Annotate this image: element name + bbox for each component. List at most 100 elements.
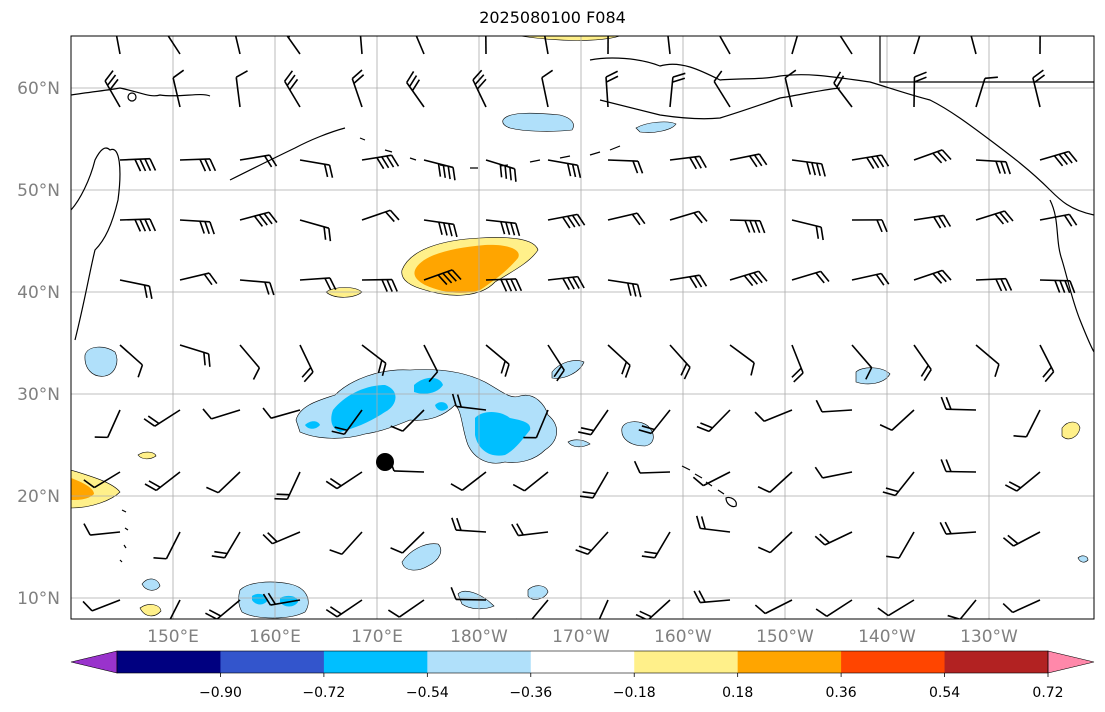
wind-barb <box>814 466 853 479</box>
wind-barb <box>695 515 731 533</box>
wind-barb <box>814 531 853 546</box>
wind-barb <box>451 517 487 533</box>
wind-barb <box>851 219 888 233</box>
negative-anomaly-north <box>502 112 574 132</box>
wind-barb <box>239 344 261 380</box>
colorbar-segment <box>323 651 428 673</box>
wind-barb <box>1013 409 1041 438</box>
wind-barb <box>143 409 181 427</box>
wind-barb <box>423 159 456 181</box>
positive-anomaly-inner <box>414 244 519 293</box>
wind-barb <box>361 154 400 170</box>
wind-barb <box>851 154 890 170</box>
wind-barb <box>211 531 241 559</box>
wind-barb <box>882 471 915 497</box>
lat-label: 10°N <box>17 589 60 609</box>
colorbar-extend-high <box>1047 650 1095 674</box>
negative-anomaly-west <box>84 346 118 377</box>
wind-barb <box>669 344 691 380</box>
positive-anomaly-small3 <box>139 604 162 617</box>
colorbar-segment <box>634 651 739 673</box>
wind-barb <box>484 36 487 55</box>
wind-barb <box>282 36 301 55</box>
wind-barb <box>913 214 952 229</box>
lon-label: 170°W <box>552 627 610 647</box>
wind-barb <box>423 344 439 383</box>
wind-barb <box>206 471 241 494</box>
wind-barb <box>835 36 853 55</box>
lon-label: 160°E <box>249 627 301 647</box>
wind-barb <box>607 159 644 174</box>
map-title: 2025080100 F084 <box>479 8 626 27</box>
wind-barb <box>299 219 332 242</box>
wind-barb <box>815 599 853 618</box>
wind-barbs <box>82 36 1078 619</box>
wind-barb <box>406 71 425 108</box>
anomaly-shading <box>71 36 1089 619</box>
lat-label: 50°N <box>17 181 60 201</box>
wind-barb <box>713 70 731 108</box>
wind-barb <box>851 344 873 380</box>
wind-barb <box>1039 150 1078 167</box>
wind-barb <box>975 210 1014 225</box>
negative-anomaly-band-inner2 <box>414 377 443 394</box>
wind-barb <box>791 344 804 383</box>
plot-frame <box>70 35 1095 620</box>
negative-anomaly-11 <box>1077 555 1089 563</box>
wind-barb <box>239 279 275 296</box>
wind-barb <box>757 471 793 493</box>
wind-barb <box>472 69 487 108</box>
wind-barb <box>1039 36 1041 55</box>
wind-barb <box>299 277 337 291</box>
lon-label: 150°E <box>147 627 199 647</box>
lat-label: 30°N <box>17 385 60 405</box>
lon-label: 170°E <box>351 627 403 647</box>
wind-barb <box>635 599 671 619</box>
negative-anomaly-band-inner5 <box>435 402 448 411</box>
wind-barb <box>239 154 278 168</box>
wind-barb <box>119 218 157 232</box>
wind-barb <box>886 531 915 559</box>
wind-barb <box>729 270 768 287</box>
wind-barb <box>331 409 363 436</box>
wind-barb <box>179 272 218 286</box>
wind-barb <box>633 460 671 474</box>
wind-barb <box>578 409 609 436</box>
lat-label: 20°N <box>17 487 60 507</box>
wind-barb <box>595 599 609 619</box>
positive-anomaly-east <box>1061 421 1081 440</box>
positive-anomaly-west-inner <box>71 478 94 500</box>
negative-anomaly-8 <box>141 578 161 591</box>
wind-barb <box>729 219 766 234</box>
wind-barb <box>511 523 549 537</box>
colorbar-segment <box>117 651 221 673</box>
negative-anomaly-4 <box>567 439 591 448</box>
wind-barb <box>669 72 686 108</box>
wind-barb <box>541 36 549 55</box>
negative-anomaly-10 <box>527 585 549 600</box>
wind-barb <box>669 210 708 224</box>
wind-barb <box>913 71 927 108</box>
wind-barb <box>607 36 609 55</box>
wind-barb <box>791 270 830 284</box>
latitude-labels: 60°N 50°N 40°N 30°N 20°N 10°N <box>17 79 60 609</box>
negative-anomaly-band-inner1 <box>331 385 396 432</box>
colorbar-tick-label: −0.36 <box>509 685 552 701</box>
wind-barb <box>235 70 248 108</box>
wind-barb <box>351 69 365 108</box>
wind-barb <box>638 409 671 435</box>
colorbar-tick-label: 0.54 <box>929 685 960 701</box>
wind-barb <box>299 159 334 178</box>
wind-barb <box>665 36 671 55</box>
lon-label: 160°W <box>654 627 712 647</box>
wind-barb <box>423 219 458 238</box>
negative-anomaly-7-inner1 <box>252 593 268 605</box>
wind-barb <box>144 471 181 492</box>
wind-barb <box>450 587 487 601</box>
wind-barb <box>940 459 977 473</box>
wind-barb <box>791 159 826 177</box>
plot-background <box>71 36 1094 619</box>
wind-barb <box>361 209 400 223</box>
negative-anomaly-5 <box>855 367 891 385</box>
